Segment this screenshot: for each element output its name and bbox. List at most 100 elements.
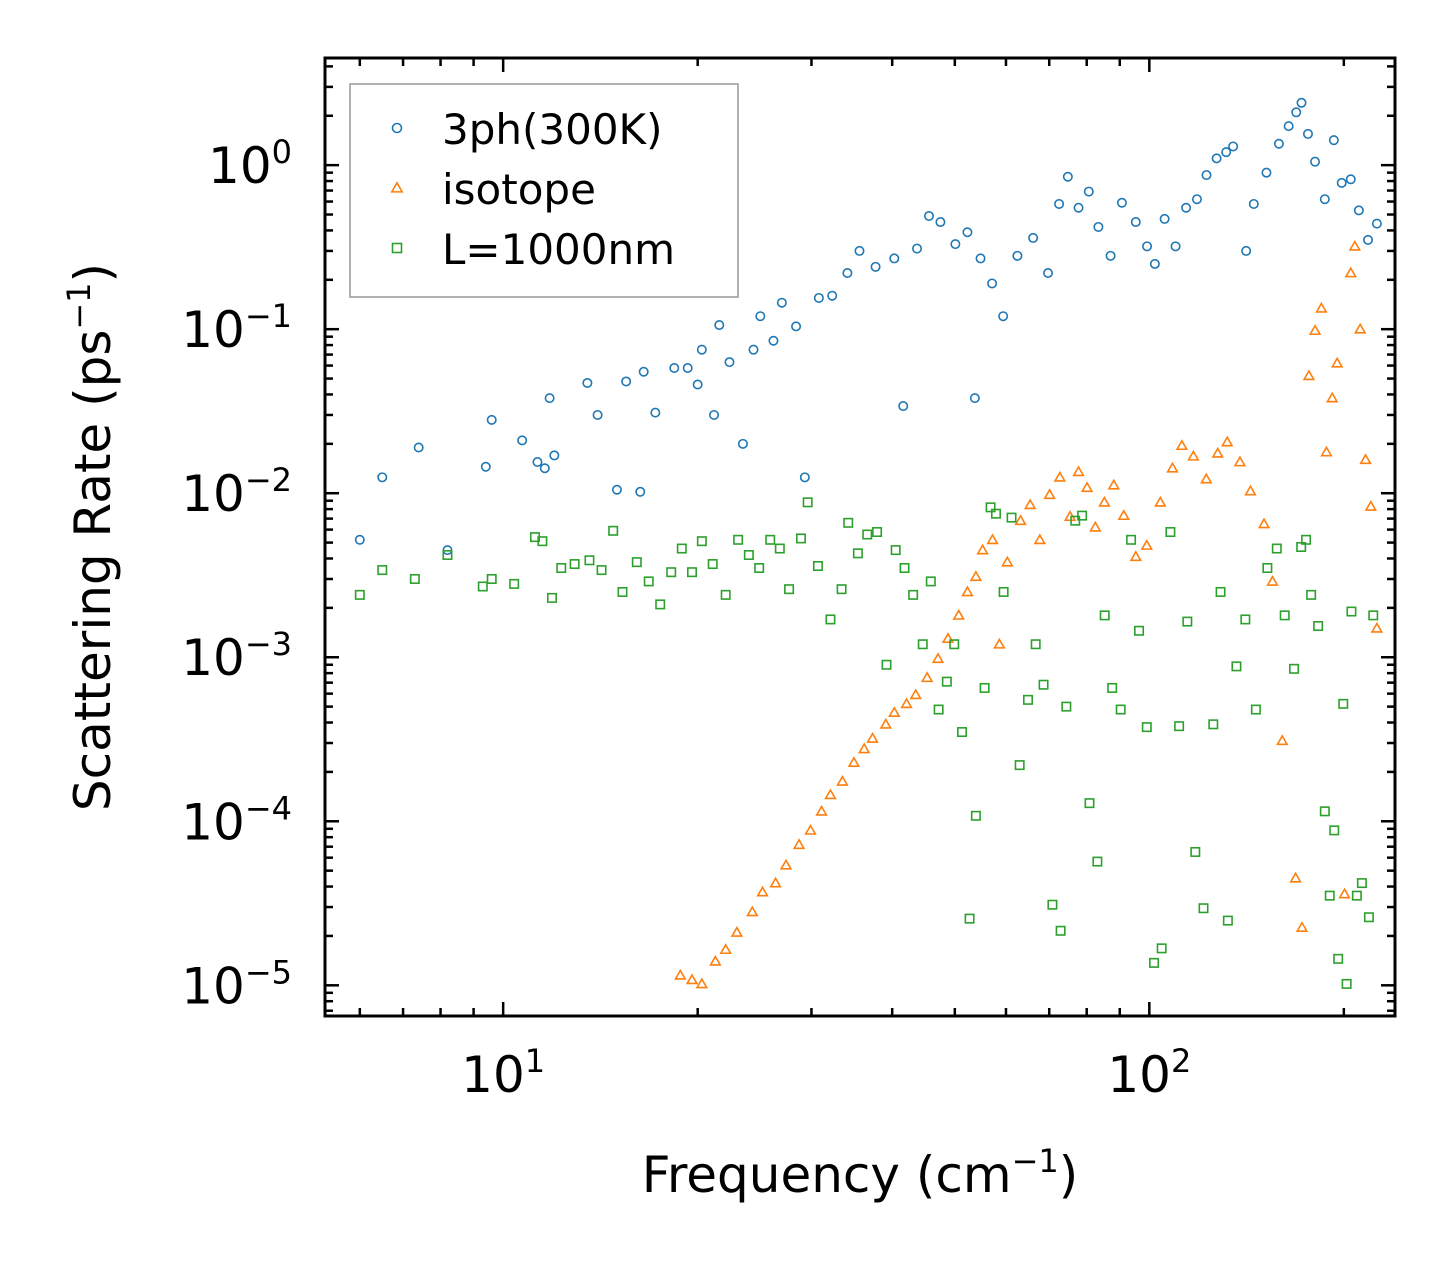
- y-axis-label-sup: −1: [60, 282, 98, 329]
- data-point: [1228, 141, 1239, 152]
- legend-label-boundary: L=1000nm: [442, 225, 675, 274]
- data-point: [1023, 694, 1034, 705]
- data-point: [582, 377, 593, 388]
- data-point: [1368, 610, 1379, 621]
- legend: 3ph(300K) isotope L=1000nm: [349, 83, 739, 298]
- data-point: [941, 676, 952, 687]
- data-point: [923, 210, 934, 221]
- data-point: [935, 217, 946, 228]
- data-point: [950, 239, 961, 250]
- data-point: [635, 486, 646, 497]
- data-point: [998, 311, 1009, 322]
- data-point: [899, 563, 910, 574]
- data-point: [1190, 846, 1201, 857]
- data-point: [1336, 177, 1347, 188]
- data-point: [799, 472, 810, 483]
- data-point: [1062, 171, 1073, 182]
- data-point: [714, 320, 725, 331]
- data-point: [917, 639, 928, 650]
- data-point: [768, 335, 779, 346]
- data-point: [1211, 153, 1222, 164]
- data-point: [377, 565, 388, 576]
- data-point: [1240, 614, 1251, 625]
- plot-frame: [323, 56, 1397, 1018]
- data-point: [1047, 899, 1058, 910]
- data-point: [709, 409, 720, 420]
- data-point: [962, 227, 973, 238]
- data-point: [707, 559, 718, 570]
- data-point: [1030, 639, 1041, 650]
- data-point: [737, 438, 748, 449]
- data-point: [900, 697, 913, 709]
- data-point: [719, 943, 732, 955]
- data-point: [1014, 514, 1027, 526]
- legend-box: [349, 83, 739, 298]
- data-point: [881, 659, 892, 670]
- data-point: [1319, 194, 1330, 205]
- data-point: [1093, 221, 1104, 232]
- x-axis-label: Frequency (cm−1): [642, 1142, 1079, 1204]
- data-point: [765, 534, 776, 545]
- data-point: [1023, 498, 1037, 510]
- data-point: [827, 290, 838, 301]
- data-point: [1338, 698, 1349, 709]
- data-point: [987, 278, 998, 289]
- data-point: [931, 652, 945, 664]
- data-point: [1315, 301, 1328, 313]
- data-point: [1012, 250, 1023, 261]
- data-point: [888, 706, 901, 717]
- data-point: [1271, 543, 1282, 554]
- data-point: [674, 968, 687, 980]
- data-point: [1221, 435, 1234, 447]
- data-point: [1043, 268, 1054, 279]
- data-point: [1283, 121, 1294, 132]
- data-point: [1319, 806, 1330, 817]
- data-point: [952, 608, 965, 620]
- legend-label-3ph: 3ph(300K): [442, 105, 662, 154]
- data-point: [985, 502, 996, 513]
- data-point: [1211, 446, 1224, 458]
- data-point: [1353, 322, 1367, 334]
- legend-marker-1: [390, 181, 404, 193]
- data-point: [1208, 719, 1219, 730]
- data-point: [804, 823, 817, 835]
- data-point: [784, 584, 795, 595]
- data-point: [843, 517, 854, 528]
- data-point: [889, 253, 900, 264]
- data-point: [1129, 550, 1143, 562]
- data-point: [779, 858, 793, 870]
- data-point: [1080, 481, 1094, 493]
- x-tick-label: 101: [461, 1042, 545, 1104]
- data-point: [754, 563, 765, 574]
- data-point: [631, 557, 642, 568]
- data-point: [862, 529, 873, 540]
- data-point: [1156, 943, 1167, 954]
- data-point: [976, 543, 989, 555]
- data-point: [1289, 663, 1300, 674]
- data-point: [596, 565, 607, 576]
- data-point: [1363, 234, 1374, 245]
- data-point: [377, 472, 388, 483]
- data-point: [1273, 138, 1284, 149]
- data-point: [836, 584, 847, 595]
- data-point: [792, 838, 806, 850]
- data-point: [912, 243, 923, 254]
- data-point: [1083, 186, 1094, 197]
- data-point: [1370, 621, 1384, 633]
- data-point: [1266, 574, 1279, 586]
- series-1: [674, 239, 1384, 989]
- data-point: [1061, 701, 1072, 712]
- data-point: [1338, 887, 1351, 899]
- data-point: [650, 407, 661, 418]
- data-point: [1310, 156, 1321, 167]
- data-point: [1105, 250, 1116, 261]
- data-point: [870, 261, 881, 272]
- data-point: [546, 592, 557, 603]
- data-point: [1142, 241, 1153, 252]
- data-point: [1134, 625, 1145, 636]
- data-point: [1182, 616, 1193, 627]
- data-point: [1201, 170, 1212, 181]
- data-point: [1014, 760, 1025, 771]
- legend-label-isotope: isotope: [442, 165, 596, 214]
- data-point: [1166, 461, 1179, 473]
